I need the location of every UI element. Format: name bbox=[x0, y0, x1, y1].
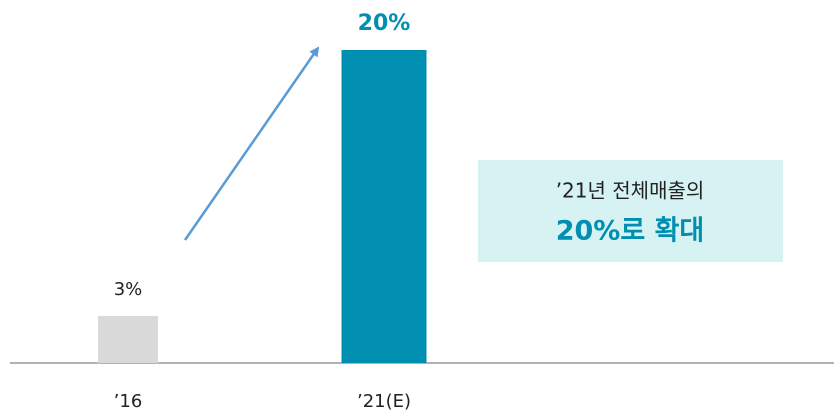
x-tick-label: ’21(E) bbox=[357, 391, 411, 412]
annotation-box bbox=[478, 160, 783, 262]
bar bbox=[98, 316, 158, 363]
annotation-highlight: 20%로 확대 bbox=[556, 216, 705, 247]
trend-arrow bbox=[183, 46, 320, 241]
annotation-line: ’21년 전체매출의 bbox=[556, 179, 705, 203]
value-label: 20% bbox=[358, 11, 411, 36]
bar bbox=[341, 50, 427, 363]
x-tick-label: ’16 bbox=[114, 391, 143, 412]
value-label: 3% bbox=[114, 279, 143, 300]
